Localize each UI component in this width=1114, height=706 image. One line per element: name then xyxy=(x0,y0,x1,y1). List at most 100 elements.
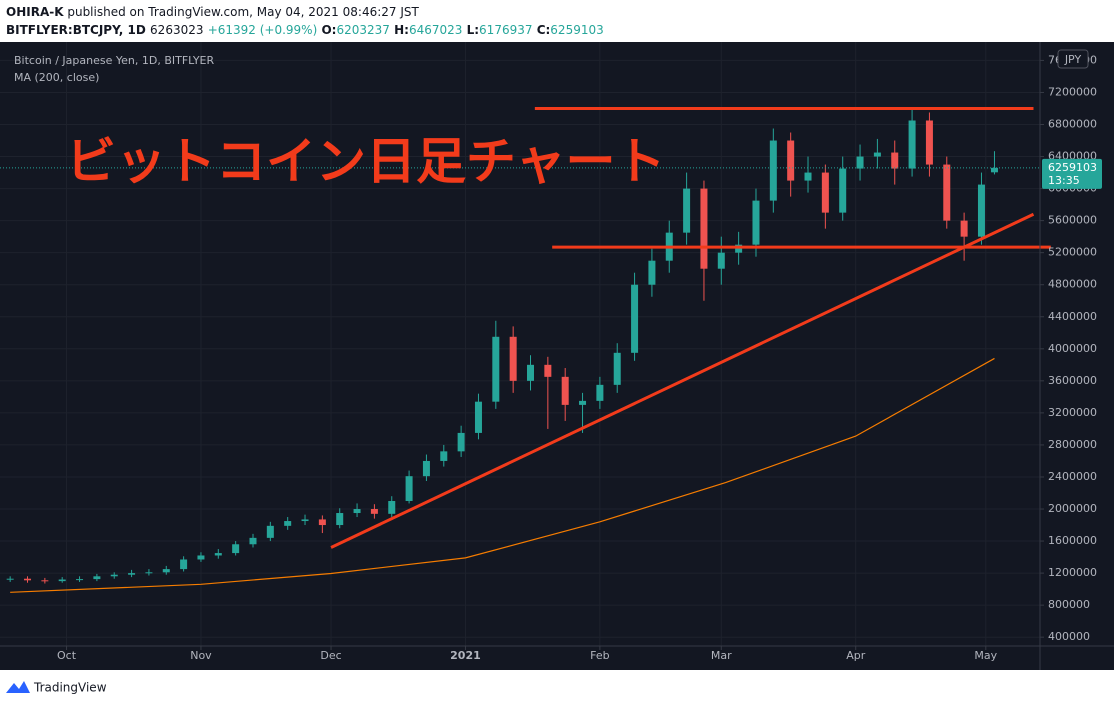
candle-body xyxy=(700,188,708,269)
candle-body xyxy=(457,432,465,452)
o-value: 6203237 xyxy=(336,23,389,37)
candle-body xyxy=(232,544,240,554)
candle-body xyxy=(58,579,66,582)
x-tick-label: May xyxy=(974,649,997,662)
currency: JPY xyxy=(1064,53,1082,66)
candle-body xyxy=(266,525,274,538)
symbol: BITFLYER:BTCJPY, 1D xyxy=(6,23,146,37)
candle-body xyxy=(717,252,725,269)
change: +61392 (+0.99%) xyxy=(208,23,318,37)
candle-body xyxy=(908,120,916,169)
candle-body xyxy=(388,501,396,514)
y-tick-label: 3600000 xyxy=(1048,374,1097,387)
y-tick-label: 1600000 xyxy=(1048,534,1097,547)
candle-body xyxy=(353,509,361,514)
published: published on TradingView.com, May 04, 20… xyxy=(67,5,419,19)
candle-body xyxy=(214,553,222,556)
x-tick-label: 2021 xyxy=(450,649,481,662)
y-tick-label: 5600000 xyxy=(1048,214,1097,227)
o-label: O: xyxy=(321,23,336,37)
last-price-time: 13:35 xyxy=(1048,174,1080,187)
l-value: 6176937 xyxy=(479,23,532,37)
candle-body xyxy=(301,519,309,522)
candle-body xyxy=(544,364,552,377)
candle-body xyxy=(318,519,326,526)
candle-body xyxy=(960,220,968,237)
h-label: H: xyxy=(394,23,409,37)
candle-body xyxy=(943,164,951,221)
candle-body xyxy=(474,401,482,433)
candle-body xyxy=(596,384,604,401)
y-tick-label: 7200000 xyxy=(1048,85,1097,98)
x-tick-label: Oct xyxy=(57,649,77,662)
candle-body xyxy=(821,172,829,213)
header-line-1: OHIRA-K published on TradingView.com, Ma… xyxy=(6,5,420,19)
moving-average xyxy=(10,357,995,593)
axes: 400000 800000 1200000 1600000 2000000 2400000… xyxy=(0,42,1114,670)
x-tick-label: Feb xyxy=(590,649,609,662)
candle-body xyxy=(873,152,881,157)
candle-body xyxy=(336,513,344,526)
y-tick-label: 2400000 xyxy=(1048,470,1097,483)
candle-body xyxy=(527,364,535,381)
currency-box xyxy=(1057,49,1089,69)
moving-average-layer xyxy=(10,357,995,593)
x-tick-label: Mar xyxy=(711,649,732,662)
x-tick-label: Dec xyxy=(320,649,341,662)
header-line-2: BITFLYER:BTCJPY, 1D 6263023 +61392 (+0.9… xyxy=(6,23,604,37)
grid xyxy=(0,42,1040,646)
y-tick-label: 3200000 xyxy=(1048,406,1097,419)
footer-bg xyxy=(0,670,1114,706)
ma-legend: MA (200, close) xyxy=(14,71,99,84)
candle-body xyxy=(284,521,292,526)
candle-body xyxy=(41,580,49,582)
y-tick-label: 4800000 xyxy=(1048,278,1097,291)
candle-body xyxy=(405,476,413,502)
candle-body xyxy=(492,336,500,402)
candle-body xyxy=(422,460,430,477)
last: 6263023 xyxy=(150,23,203,37)
brand: TradingView xyxy=(6,681,107,695)
candle-body xyxy=(631,284,639,353)
last-price-badge xyxy=(1042,158,1102,189)
candle-body xyxy=(769,140,777,201)
candle-body xyxy=(24,578,32,581)
candle-body xyxy=(683,188,691,233)
candle-body xyxy=(579,400,587,405)
trend-line xyxy=(330,212,1035,549)
y-tick-label: 4400000 xyxy=(1048,310,1097,323)
y-tick-label: 1200000 xyxy=(1048,566,1097,579)
candle-body xyxy=(197,555,205,560)
candle-body xyxy=(561,376,569,405)
c-label: C: xyxy=(537,23,551,37)
header-bg xyxy=(0,0,1114,42)
h-value: 6467023 xyxy=(409,23,462,37)
y-tick-label: 5200000 xyxy=(1048,246,1097,259)
y-tick-label: 2800000 xyxy=(1048,438,1097,451)
brand-name: TradingView xyxy=(33,681,107,695)
candle-body xyxy=(370,509,378,514)
brand-icon xyxy=(6,681,30,693)
y-tick-label: 400000 xyxy=(1048,630,1090,643)
candle-body xyxy=(804,172,812,181)
c-value: 6259103 xyxy=(550,23,603,37)
candle-body xyxy=(180,559,188,570)
y-tick-label: 2000000 xyxy=(1048,502,1097,515)
y-tick-label: 6800000 xyxy=(1048,118,1097,131)
candle-body xyxy=(76,579,84,581)
candle-body xyxy=(735,244,743,253)
candle-body xyxy=(891,152,899,169)
candle-body xyxy=(613,352,621,385)
candle-body xyxy=(110,574,118,577)
candle-body xyxy=(977,184,985,237)
candle-body xyxy=(648,260,656,285)
l-label: L: xyxy=(467,23,479,37)
candle-body xyxy=(128,573,136,575)
candle-body xyxy=(925,120,933,165)
currency-badge: JPY xyxy=(1057,49,1089,69)
x-tick-label: Nov xyxy=(190,649,212,662)
y-tick-label: 800000 xyxy=(1048,598,1090,611)
candle-body xyxy=(752,200,760,245)
candle-body xyxy=(787,140,795,181)
